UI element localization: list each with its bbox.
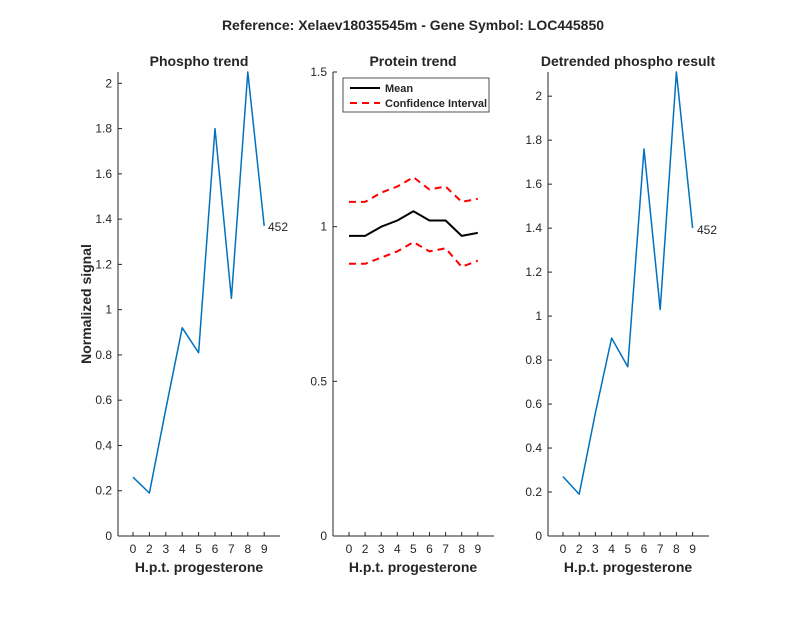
legend: Mean Confidence Interval bbox=[342, 77, 490, 113]
y-tick-label: 0.2 bbox=[95, 484, 112, 498]
x-axis-label: H.p.t. progesterone bbox=[349, 559, 478, 575]
series-layer bbox=[349, 176, 479, 268]
y-tick-label: 1 bbox=[320, 220, 327, 234]
x-tick-label: 0 bbox=[130, 542, 137, 556]
series-line bbox=[349, 210, 478, 237]
y-tick-label: 1.8 bbox=[95, 122, 112, 136]
x-tick-label: 4 bbox=[394, 542, 401, 556]
x-tick-label: 4 bbox=[608, 542, 615, 556]
figure-suptitle: Reference: Xelaev18035545m - Gene Symbol… bbox=[222, 17, 604, 33]
x-tick-label: 9 bbox=[261, 542, 268, 556]
x-tick-label: 7 bbox=[657, 542, 664, 556]
y-tick-label: 0 bbox=[320, 529, 327, 543]
x-tick-label: 5 bbox=[195, 542, 202, 556]
y-tick-label: 0.8 bbox=[525, 353, 542, 367]
x-tick-label: 3 bbox=[162, 542, 169, 556]
x-tick-label: 8 bbox=[244, 542, 251, 556]
y-tick-label: 0.5 bbox=[310, 374, 327, 388]
y-tick-label: 1.6 bbox=[525, 177, 542, 191]
x-tick-label: 2 bbox=[362, 542, 369, 556]
panel-title: Detrended phospho result bbox=[541, 53, 716, 69]
y-tick-label: 1.5 bbox=[310, 65, 327, 79]
y-tick-label: 0.6 bbox=[95, 393, 112, 407]
panel-protein-trend: Protein trend H.p.t. progesterone 0 0.5 1 1… bbox=[310, 53, 494, 575]
series-line bbox=[562, 71, 694, 495]
x-tick-label: 7 bbox=[228, 542, 235, 556]
series-line bbox=[132, 71, 265, 494]
x-tick-label: 3 bbox=[378, 542, 385, 556]
y-tick-label: 1.2 bbox=[95, 257, 112, 271]
series-line bbox=[349, 241, 479, 268]
y-tick-label: 1 bbox=[535, 309, 542, 323]
x-tick-label: 3 bbox=[592, 542, 599, 556]
panel-phospho-trend: Phospho trend Normalized signal H.p.t. p… bbox=[78, 53, 288, 575]
x-tick-label: 9 bbox=[689, 542, 696, 556]
y-tick-label: 1.6 bbox=[95, 167, 112, 181]
y-tick-label: 0.6 bbox=[525, 397, 542, 411]
y-tick-label: 1.8 bbox=[525, 133, 542, 147]
y-tick-label: 0.8 bbox=[95, 348, 112, 362]
point-annotation: 452 bbox=[268, 220, 288, 234]
legend-label-ci: Confidence Interval bbox=[385, 98, 487, 110]
x-axis-label: H.p.t. progesterone bbox=[564, 559, 693, 575]
point-annotation: 452 bbox=[697, 223, 717, 237]
x-tick-label: 6 bbox=[641, 542, 648, 556]
x-axis-label: H.p.t. progesterone bbox=[135, 559, 264, 575]
x-tick-label: 7 bbox=[442, 542, 449, 556]
legend-box bbox=[342, 77, 490, 113]
series-line bbox=[349, 176, 478, 203]
x-tick-label: 8 bbox=[673, 542, 680, 556]
series-layer bbox=[132, 71, 265, 494]
x-tick-label: 5 bbox=[410, 542, 417, 556]
y-ticks: 0 0.2 0.4 0.6 0.8 1 1.2 1.4 1.6 1.8 2 bbox=[95, 76, 122, 543]
x-tick-label: 2 bbox=[146, 542, 153, 556]
x-tick-label: 0 bbox=[560, 542, 567, 556]
panel-title: Phospho trend bbox=[150, 53, 249, 69]
y-tick-label: 0.2 bbox=[525, 485, 542, 499]
y-tick-label: 1.2 bbox=[525, 265, 542, 279]
y-tick-label: 0.4 bbox=[95, 438, 112, 452]
legend-label-mean: Mean bbox=[385, 83, 413, 95]
y-ticks: 0 0.2 0.4 0.6 0.8 1 1.2 1.4 1.6 1.8 2 bbox=[525, 89, 552, 543]
y-tick-label: 0 bbox=[535, 529, 542, 543]
y-tick-label: 0.4 bbox=[525, 441, 542, 455]
x-tick-label: 4 bbox=[179, 542, 186, 556]
x-tick-label: 5 bbox=[624, 542, 631, 556]
y-tick-label: 1.4 bbox=[95, 212, 112, 226]
x-tick-label: 6 bbox=[212, 542, 219, 556]
y-tick-label: 1.4 bbox=[525, 221, 542, 235]
y-ticks: 0 0.5 1 1.5 bbox=[310, 65, 337, 543]
panel-detrended-phospho: Detrended phospho result H.p.t. progeste… bbox=[525, 53, 717, 575]
x-tick-label: 2 bbox=[576, 542, 583, 556]
x-tick-label: 9 bbox=[474, 542, 481, 556]
y-tick-label: 0 bbox=[105, 529, 112, 543]
x-tick-label: 8 bbox=[458, 542, 465, 556]
x-tick-label: 6 bbox=[426, 542, 433, 556]
series-layer bbox=[562, 71, 694, 495]
y-axis-label: Normalized signal bbox=[78, 244, 94, 364]
y-tick-label: 2 bbox=[535, 89, 542, 103]
x-tick-label: 0 bbox=[346, 542, 353, 556]
y-tick-label: 2 bbox=[105, 76, 112, 90]
y-tick-label: 1 bbox=[105, 303, 112, 317]
panel-title: Protein trend bbox=[369, 53, 456, 69]
